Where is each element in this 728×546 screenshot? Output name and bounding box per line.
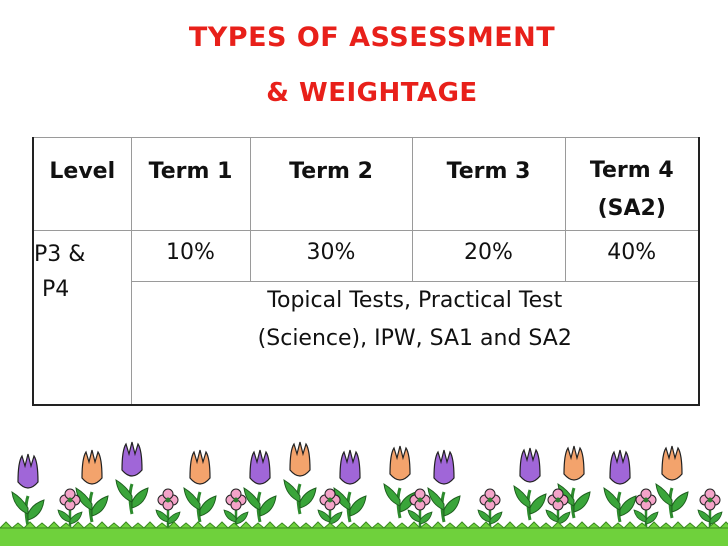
flower-border — [0, 440, 728, 546]
level-line-1: P3 & — [34, 242, 86, 267]
level-cell: P3 & P4 — [32, 230, 132, 406]
title-line-1: TYPES OF ASSESSMENT — [188, 22, 556, 53]
header-term-4: Term 4 (SA2) — [564, 137, 700, 231]
level-line-2: P4 — [42, 277, 70, 302]
weight-term-1: 10% — [130, 230, 251, 282]
header-term-2: Term 2 — [249, 137, 413, 231]
description-line-2: (Science), IPW, SA1 and SA2 — [257, 326, 572, 351]
header-row: Level Term 1 Term 2 Term 3 Term 4 (SA2) — [32, 137, 700, 231]
header-term-3: Term 3 — [411, 137, 566, 231]
description-cell: Topical Tests, Practical Test (Science),… — [130, 281, 700, 406]
weight-term-3: 20% — [411, 230, 566, 282]
header-term-1: Term 1 — [130, 137, 251, 231]
title-line-2: & WEIGHTAGE — [266, 78, 478, 108]
table-row: Topical Tests, Practical Test (Science),… — [33, 281, 700, 406]
tulip-icon — [10, 440, 690, 528]
header-level: Level — [32, 137, 132, 231]
header-term-4-label: Term 4 — [589, 158, 674, 183]
header-term-4-sub: (SA2) — [597, 196, 666, 221]
grass-icon — [0, 521, 728, 546]
weight-term-4: 40% — [564, 230, 700, 282]
table-row: P3 & P4 10% 30% 20% 40% — [32, 230, 700, 406]
description-line-1: Topical Tests, Practical Test — [267, 288, 563, 313]
weight-term-2: 30% — [249, 230, 413, 282]
assessment-table: Level Term 1 Term 2 Term 3 Term 4 (SA2) … — [32, 137, 700, 406]
